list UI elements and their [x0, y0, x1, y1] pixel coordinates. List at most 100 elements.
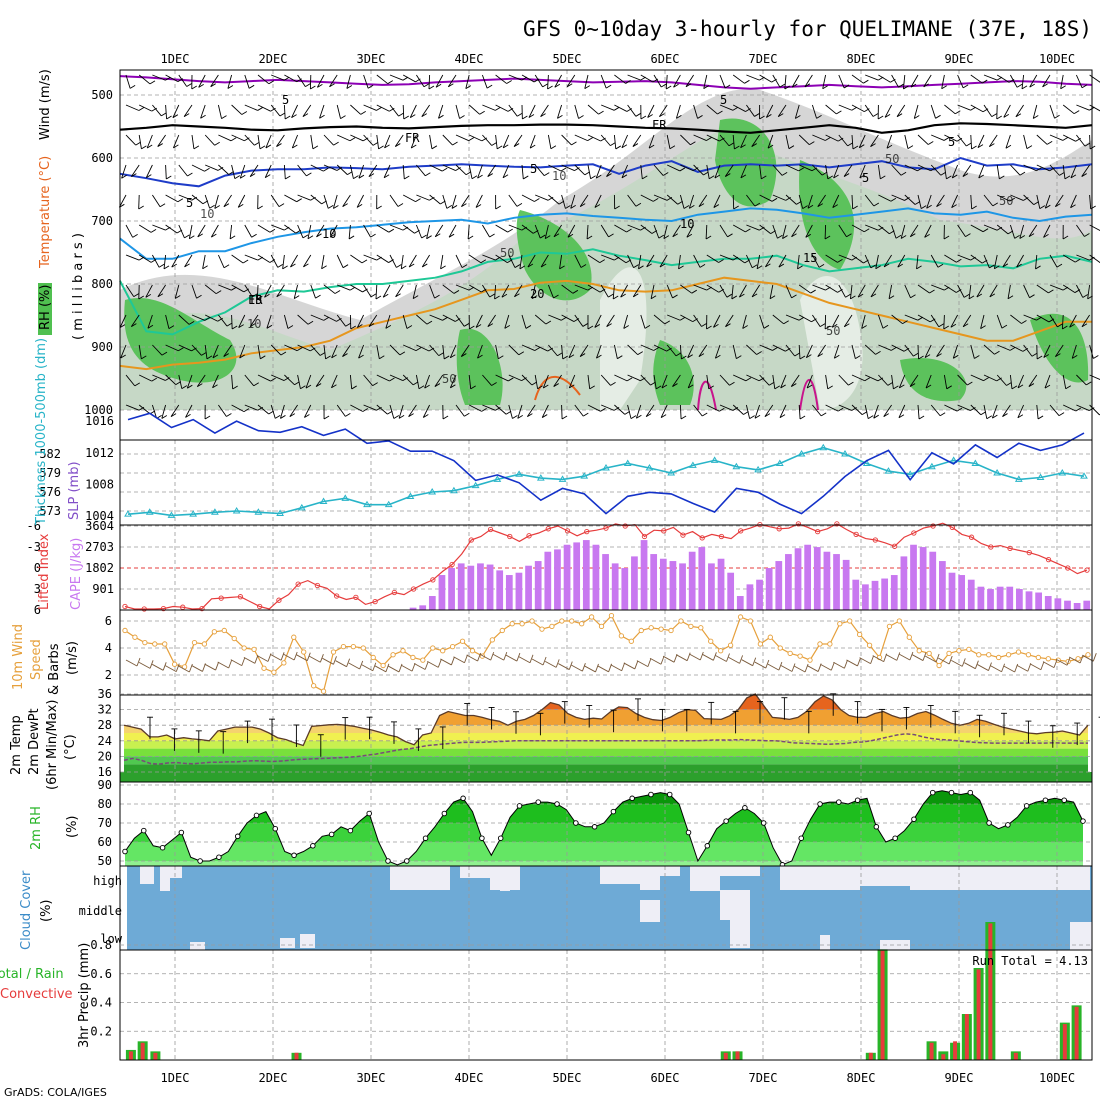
li-point	[622, 523, 628, 529]
pressure-tick-label: 700	[91, 214, 113, 228]
wind-barb	[865, 224, 879, 231]
wind-barb	[368, 164, 378, 177]
wind-barb-flag	[584, 171, 590, 176]
wind-barb	[706, 284, 720, 293]
li-point	[295, 581, 301, 587]
wind-speed-point	[678, 618, 684, 624]
surface-wind-barb	[990, 665, 1002, 673]
wind-barb	[302, 104, 312, 117]
thickness-point	[428, 488, 437, 495]
wind-barb	[152, 344, 163, 356]
wind-barb-flag	[605, 84, 612, 89]
surface-wind-barb-flag	[909, 651, 914, 661]
wind-barb	[873, 404, 879, 419]
wind-barb-flag	[542, 83, 548, 88]
thickness-point	[558, 475, 567, 482]
surface-wind-barb	[741, 659, 753, 667]
rh-tick-label: 60	[98, 835, 112, 849]
wind-barb	[798, 404, 801, 420]
wind-barb	[394, 134, 404, 147]
wind-barb	[838, 404, 852, 411]
wind-barb-flag	[206, 355, 213, 360]
wind-barb-flag	[679, 316, 686, 321]
wind-barb-flag	[718, 259, 724, 263]
wind-barb-flag	[266, 324, 273, 329]
wind-barb	[732, 74, 745, 84]
wind-barb	[331, 344, 338, 359]
wind-barb	[864, 344, 876, 355]
cloud-clear-block	[660, 866, 680, 876]
li-point	[968, 534, 975, 540]
surface-wind-barb	[125, 659, 138, 667]
surface-wind-barb-flag	[385, 663, 390, 672]
surface-wind-barb	[1082, 654, 1094, 662]
temp-band	[124, 764, 1088, 772]
wind-barb-flag	[1045, 204, 1051, 209]
wind-barb-flag	[672, 294, 678, 299]
wind-barb-flag	[953, 354, 959, 359]
wind-barb-flag	[259, 145, 266, 150]
temp-label-4: (°C)	[63, 734, 78, 760]
wind-barb	[1055, 344, 1064, 357]
wind-barb	[833, 164, 840, 179]
wind-barb	[389, 344, 401, 356]
wind-barb-flag	[767, 144, 774, 149]
wind-barb-flag	[910, 233, 916, 238]
thickness-point	[1058, 469, 1067, 476]
wind-barb-flag	[715, 354, 721, 359]
wind-barb	[495, 404, 507, 415]
wind-barb	[130, 164, 140, 177]
wind-barb-flag	[956, 407, 963, 412]
thickness-point	[841, 450, 849, 457]
precip-conv-bar	[1013, 1052, 1018, 1060]
wind-barb	[535, 344, 549, 352]
wind-barb-flag	[406, 325, 413, 329]
wind-barb	[349, 164, 354, 179]
wind-barb-flag	[589, 385, 595, 390]
wind-barb-flag	[600, 137, 606, 142]
cape-bar	[602, 554, 609, 610]
wind-barb	[297, 224, 304, 239]
li-point	[1065, 565, 1071, 571]
wind-barb-flag	[514, 264, 521, 268]
li-point	[160, 605, 167, 612]
wind-barb	[713, 194, 721, 208]
wind-barb	[640, 74, 654, 83]
wind-barb	[772, 374, 776, 389]
wind-barb	[521, 344, 536, 351]
bottom-day-label: 10DEC	[1039, 1071, 1075, 1085]
wind-barb	[363, 404, 377, 411]
wind-barb	[687, 374, 695, 389]
wind-barb-flag	[744, 79, 750, 84]
wind-barb-flag	[346, 85, 353, 89]
wind-barb-flag	[401, 265, 407, 270]
top-day-label: 5DEC	[553, 52, 582, 66]
wind-barb	[746, 344, 757, 355]
wind-barb	[851, 344, 856, 359]
wind-speed-point	[360, 645, 366, 651]
wind-barb	[996, 164, 1000, 179]
rh-point	[385, 858, 391, 864]
wind-barb	[368, 314, 378, 327]
wind-barb-flag	[749, 415, 755, 420]
cape-bar	[775, 561, 783, 610]
rh-tick-label: 70	[98, 816, 112, 830]
rh-point	[497, 835, 504, 841]
wind-barb	[785, 194, 797, 205]
wind-barb	[204, 344, 208, 359]
wind-barb-flag	[1081, 84, 1088, 89]
cape-bar	[544, 551, 552, 610]
rh-point	[479, 835, 485, 841]
wind-barb-flag	[962, 323, 969, 328]
wind-barb	[244, 74, 250, 89]
wind-barb-flag	[692, 167, 699, 172]
wind-barb-flag	[527, 413, 533, 417]
wind-barb	[266, 314, 272, 329]
temp-band	[124, 694, 1088, 710]
wind-barb-flag	[393, 415, 400, 419]
wind-barb-flag	[243, 408, 250, 412]
wind-barb-flag	[824, 235, 831, 240]
rh-tick-label: 50	[98, 854, 112, 868]
wind-barb-flag	[502, 144, 509, 149]
